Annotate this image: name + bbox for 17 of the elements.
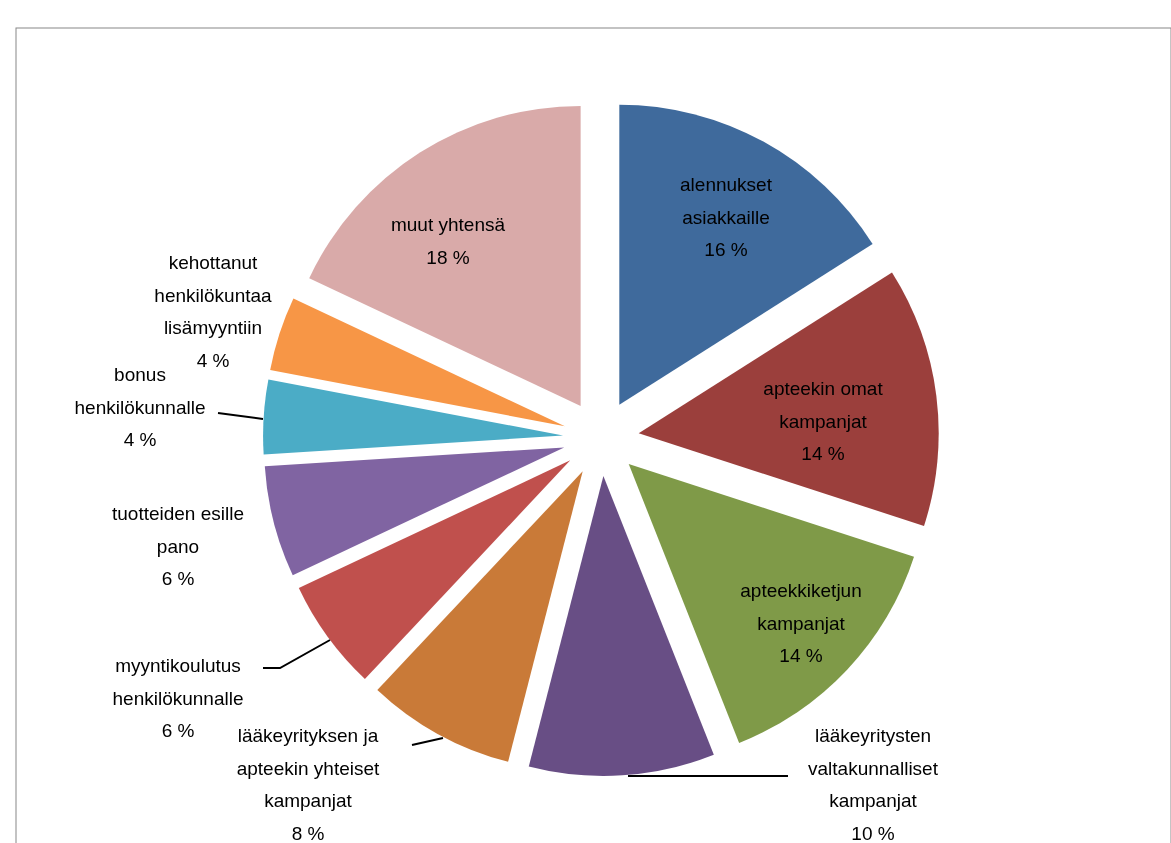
slice-label: tuotteiden esille pano: [111, 503, 245, 557]
data-label: 14 %: [779, 645, 823, 667]
slice-label: lääkeyritysten valtakunnalliset kampanjat: [808, 725, 939, 812]
data-label: 14 %: [801, 443, 845, 465]
slice-label: apteekkiketjun kampanjat: [740, 580, 862, 634]
data-label: 16 %: [704, 239, 748, 261]
data-label: 6 %: [161, 568, 195, 590]
slice-label: muut yhtensä: [390, 214, 506, 236]
slice-label: lääkeyrityksen ja apteekin yhteiset kampanjat: [236, 725, 381, 812]
data-label: 10 %: [851, 822, 895, 843]
slice-label: kehottanut henkilökuntaa lisämyyntiin: [154, 252, 273, 339]
slice-label: apteekin omat kampanjat: [763, 378, 884, 432]
slice-label: alennukset asiakkaille: [680, 174, 773, 228]
data-label: 6 %: [161, 720, 195, 742]
data-label: 8 %: [291, 822, 325, 843]
data-label: 18 %: [426, 246, 470, 268]
data-label: 4 %: [123, 429, 157, 451]
